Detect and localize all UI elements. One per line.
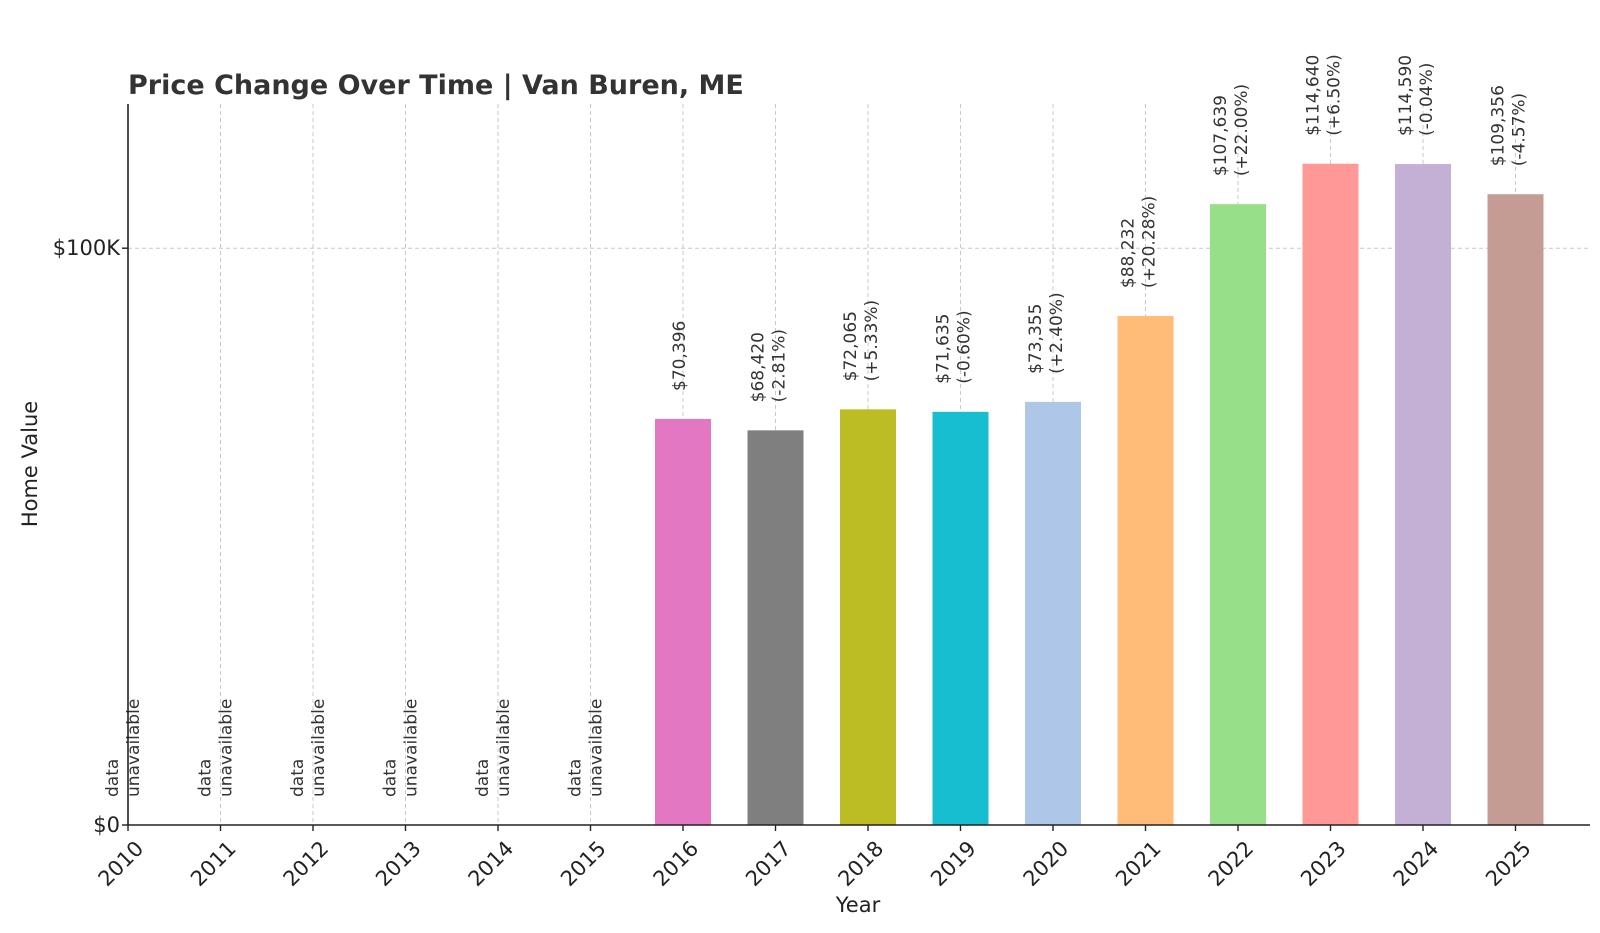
x-tick-label: 2025 [1481,836,1536,891]
bar-layer [655,163,1544,826]
bar-value-label: $114,640(+6.50%) [1304,54,1345,136]
bar-value-label: $107,639(+22.00%) [1211,84,1252,176]
bar-2017 [747,430,804,825]
bar-value-label: $114,590(-0.04%) [1396,55,1437,136]
label-layer: dataunavailable dataunavailable dataunavai… [103,54,1530,797]
x-tick-label: 2015 [556,836,611,891]
bar-value-label: $70,396 [670,321,690,391]
bar-2018 [840,409,896,825]
bar-2022 [1210,204,1266,825]
x-axis-label: Year [835,893,881,917]
bar-2016 [655,418,711,825]
bar-2019 [932,411,989,825]
bar-2023 [1302,163,1359,826]
bar-2020 [1025,401,1081,825]
bar-value-label: $88,232(+20.28%) [1119,196,1160,288]
bar-2021 [1117,316,1174,825]
x-tick-label: 2013 [371,836,426,891]
y-tick-label: $0 [93,813,120,837]
bar-2025 [1487,194,1544,825]
axis-layer [127,104,1590,826]
data-unavailable-label: dataunavailable [196,699,237,797]
x-tick-label: 2017 [741,836,796,891]
data-unavailable-label: dataunavailable [381,699,422,797]
y-tick-label: $100K [53,236,121,260]
x-tick-label: 2016 [649,836,704,891]
data-unavailable-label: dataunavailable [566,699,607,797]
x-tick-label: 2022 [1204,836,1259,891]
x-tick-label: 2019 [926,836,981,891]
bar-value-label: $73,355(+2.40%) [1026,292,1067,374]
x-tick-label: 2018 [834,836,889,891]
bar-2024 [1395,164,1451,826]
bar-value-label: $68,420(-2.81%) [749,329,790,402]
data-unavailable-label: dataunavailable [473,699,514,797]
x-tick-label: 2024 [1389,836,1444,891]
x-tick-label: 2010 [94,836,149,891]
x-tick-label: 2011 [186,836,241,891]
x-tick-label: 2021 [1111,836,1166,891]
bar-value-label: $72,065(+5.33%) [841,300,882,382]
x-tick-label: 2020 [1019,836,1074,891]
x-tick-label: 2012 [279,836,334,891]
chart-title: Price Change Over Time | Van Buren, ME [128,70,744,101]
y-axis-label: Home Value [18,401,42,527]
bar-value-label: $71,635(-0.60%) [934,310,975,383]
bar-value-label: $109,356(-4.57%) [1489,85,1530,166]
data-unavailable-label: dataunavailable [103,699,144,797]
data-unavailable-label: dataunavailable [288,699,329,797]
x-tick-label: 2014 [464,836,519,891]
x-tick-label: 2023 [1296,836,1351,891]
